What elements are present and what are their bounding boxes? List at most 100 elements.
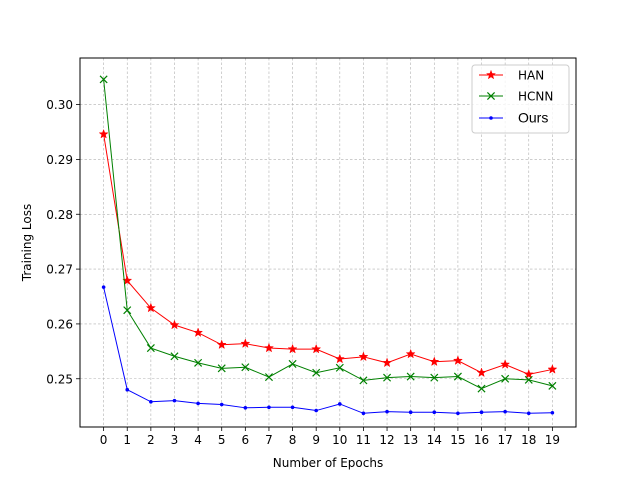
plot-frame: [79, 57, 577, 428]
data-point-hcnn: [359, 376, 368, 385]
data-point-hcnn: [477, 384, 486, 393]
data-point-han: [358, 351, 369, 362]
data-point-hcnn: [453, 372, 462, 381]
data-point-ours: [456, 411, 460, 416]
data-point-hcnn: [335, 363, 344, 372]
data-point-hcnn: [383, 373, 392, 382]
data-point-han: [287, 343, 298, 354]
data-point-ours: [361, 411, 366, 416]
y-axis-ticks: 0.25 0.26 0.27 0.28 0.29 0.30: [46, 98, 80, 386]
series-han: [98, 128, 558, 379]
series-line-ours: [103, 287, 553, 414]
x-tick-label: 18: [521, 433, 536, 447]
data-point-hcnn: [146, 344, 155, 353]
data-point-ours: [267, 405, 271, 410]
legend-label-han: HAN: [518, 69, 544, 83]
data-point-hcnn: [312, 368, 321, 377]
data-point-han: [263, 342, 275, 353]
x-tick-label: 12: [379, 433, 394, 447]
legend-entry-ours: Ours: [479, 110, 548, 126]
x-axis-label: Number of Epochs: [273, 456, 383, 470]
data-point-hcnn: [99, 75, 108, 84]
x-tick-label: 9: [312, 433, 320, 447]
data-point-hcnn: [194, 358, 203, 367]
data-point-ours: [101, 285, 106, 289]
data-point-han: [523, 369, 534, 379]
data-point-ours: [149, 399, 153, 404]
data-point-hcnn: [123, 306, 132, 315]
legend-marker-ours: [489, 116, 493, 120]
data-point-han: [381, 357, 393, 368]
x-tick-label: 10: [332, 433, 347, 447]
data-point-han: [452, 355, 463, 365]
data-point-han: [547, 364, 558, 374]
legend-entry-han: HAN: [479, 69, 544, 83]
data-point-han: [145, 302, 156, 313]
x-tick-label: 4: [194, 433, 202, 447]
data-point-hcnn: [217, 364, 226, 373]
series-hcnn: [99, 75, 557, 393]
x-tick-label: 16: [474, 433, 489, 447]
y-tick-label: 0.26: [46, 317, 73, 331]
data-point-ours: [503, 409, 507, 414]
data-point-ours: [408, 410, 413, 414]
legend-box: [471, 64, 570, 134]
data-point-ours: [479, 410, 484, 414]
data-point-han: [311, 343, 322, 354]
x-tick-label: 5: [218, 433, 226, 447]
y-tick-label: 0.29: [46, 153, 73, 167]
x-tick-label: 8: [289, 433, 297, 447]
data-point-ours: [196, 401, 200, 406]
data-point-ours: [432, 410, 437, 414]
legend-marker-han: [485, 69, 497, 80]
data-point-han: [334, 353, 345, 364]
data-point-ours: [243, 406, 248, 410]
x-tick-label: 1: [123, 433, 131, 447]
data-point-han: [240, 338, 251, 348]
data-point-hcnn: [548, 381, 557, 390]
y-tick-label: 0.28: [46, 208, 73, 222]
data-point-hcnn: [241, 363, 250, 372]
series-line-hcnn: [103, 79, 553, 390]
data-point-han: [500, 359, 511, 369]
legend-marker-hcnn: [486, 91, 496, 101]
data-point-han: [476, 367, 487, 378]
data-point-ours: [526, 411, 531, 416]
y-tick-label: 0.25: [46, 372, 73, 386]
data-point-hcnn: [406, 372, 415, 381]
series-line-han: [103, 134, 553, 375]
y-tick-label: 0.30: [46, 98, 73, 112]
data-point-hcnn: [170, 352, 179, 361]
x-tick-label: 6: [242, 433, 250, 447]
x-tick-label: 19: [545, 433, 560, 447]
x-tick-label: 0: [100, 433, 108, 447]
data-point-ours: [290, 405, 295, 410]
data-point-ours: [172, 398, 177, 403]
x-tick-label: 17: [498, 433, 513, 447]
y-axis-label: Training Loss: [20, 204, 34, 282]
data-point-hcnn: [524, 375, 533, 384]
series-ours: [101, 285, 555, 416]
x-tick-label: 11: [356, 433, 371, 447]
x-tick-label: 7: [265, 433, 273, 447]
x-tick-label: 15: [450, 433, 465, 447]
data-point-ours: [219, 402, 224, 407]
legend-entry-hcnn: HCNN: [479, 90, 553, 104]
data-point-han: [169, 319, 180, 330]
data-point-ours: [314, 408, 318, 413]
x-axis-ticks: 0 1 2 3 4 5 6 7 8 9 10 11 12 13 14 15 16 17 18 19: [100, 427, 560, 447]
data-point-han: [98, 128, 109, 139]
data-point-han: [429, 356, 440, 367]
legend-label-hcnn: HCNN: [518, 90, 553, 104]
data-point-ours: [125, 387, 130, 392]
data-point-han: [193, 327, 204, 338]
legend-label-ours: Ours: [518, 110, 548, 126]
legend: HAN HCNN Ours: [471, 64, 570, 134]
data-point-hcnn: [501, 374, 510, 383]
x-tick-label: 14: [427, 433, 442, 447]
data-point-hcnn: [430, 373, 439, 382]
data-point-han: [405, 348, 416, 359]
y-tick-label: 0.27: [46, 263, 73, 277]
series-layer: [98, 75, 558, 416]
